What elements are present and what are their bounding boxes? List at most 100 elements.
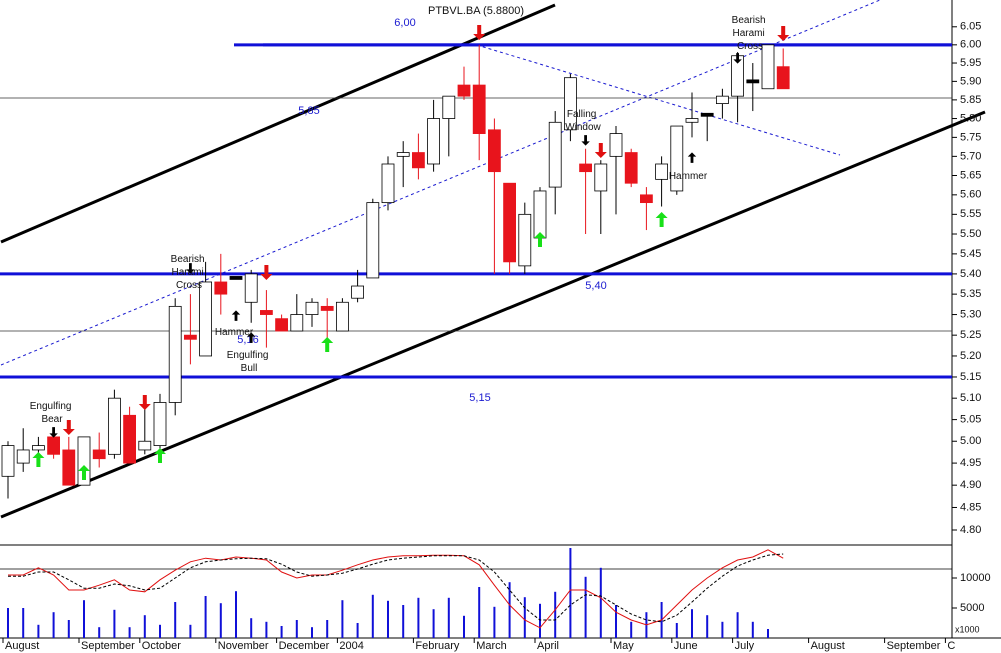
volume-bar [615,605,617,638]
volume-bar [280,626,283,638]
y-tick-label: 6.00 [960,39,981,51]
y-tick-label: 5.40 [960,268,981,280]
y-tick-label: 4.80 [960,524,981,536]
level-label: 5,40 [585,280,606,292]
candle-body [761,44,775,90]
volume-bar [67,620,70,638]
volume-bar [356,623,359,638]
level-label: 6,00 [394,17,415,29]
annotation: Falling Window [565,109,601,133]
candle-body [199,281,213,357]
candle-body [609,133,623,157]
candle-body [640,194,653,204]
y-tick-label: 5.45 [960,248,981,260]
volume-bar [143,615,146,638]
x-tick-label: July [735,640,755,652]
x-tick-label: November [218,640,269,652]
volume-bar [463,615,465,638]
volume-bar [113,609,116,638]
candle-body [123,414,136,464]
candle-body [305,301,319,315]
signal-arrow [733,53,742,64]
candle-body [320,305,334,311]
candle-body [62,449,76,486]
level-label: 5,85 [298,105,319,117]
x-tick-label: 2004 [339,640,363,652]
candle-body [290,314,304,332]
y-tick-label: 5.95 [960,57,981,69]
volume-bar [295,620,298,638]
volume-bar [402,605,405,638]
x-tick-label: September [81,640,135,652]
signal-arrow [321,337,334,352]
y-tick-label: 5.00 [960,435,981,447]
volume-bar [326,620,329,638]
volume-bar [7,608,9,638]
candle-body [624,152,638,184]
candle-body [47,436,60,455]
x-tick-label: May [613,640,634,652]
candle-body [442,95,456,119]
y-tick-label: 5.80 [960,112,981,124]
x-tick-label: August [5,640,39,652]
signal-arrow [247,332,256,343]
candle-body [700,112,714,117]
candle-body [564,77,577,131]
candle-body [77,436,91,486]
volume-bar [599,567,602,638]
candle-body [533,190,547,239]
volume-bar [493,606,496,638]
y-tick-label: 5.60 [960,189,981,201]
y-tick-label: 5.90 [960,75,981,87]
y-tick-label: 5.70 [960,150,981,162]
volume-bar [98,627,101,638]
volume-bar [432,609,435,638]
volume-bar [675,623,678,638]
x-tick-label: February [415,640,460,652]
candle-body [92,449,106,460]
y-tick-label: 5.65 [960,169,981,181]
volume-bar [508,582,511,638]
volume-bar [219,603,222,638]
y-tick-label: 10000 [960,572,991,584]
candle-body [670,125,684,192]
candle-body [655,163,668,180]
volume-bar [204,596,207,638]
candle-body [1,445,15,477]
candle-body [183,334,197,340]
volume-bar [767,629,769,638]
candle-body [411,152,425,169]
candle-body [153,402,167,446]
candle-body [259,310,273,315]
volume-bar [417,597,420,638]
volume-bar [37,624,40,638]
y-tick-label: 5.15 [960,371,981,383]
candle-body [138,440,152,451]
signal-arrow [32,452,45,467]
x-tick-label: October [142,640,181,652]
volume-bar [751,621,754,638]
x-tick-label: June [674,640,698,652]
oscillator-line [8,549,784,629]
volume-bar [721,621,724,638]
volume-bar [630,621,633,638]
candle-body [548,121,562,188]
y-tick-label: 5.85 [960,94,981,106]
volume-bar [523,597,526,638]
volume-bar [265,621,268,638]
annotation: Engulfing Bear [30,401,74,425]
signal-arrow [581,135,590,146]
candle-body [427,118,441,165]
y-tick-label: 6.05 [960,21,981,33]
volume-bar [128,627,131,638]
y-tick-label: 4.95 [960,457,981,469]
chart-title: PTBVL.BA (5.8800) [428,5,524,17]
candle-body [16,449,30,464]
candle-body [457,84,471,97]
oscillator-line [8,553,784,623]
volume-bar [159,624,161,638]
y-tick-label: 4.85 [960,501,981,513]
x-tick-label: December [279,640,330,652]
signal-arrow [473,25,486,40]
